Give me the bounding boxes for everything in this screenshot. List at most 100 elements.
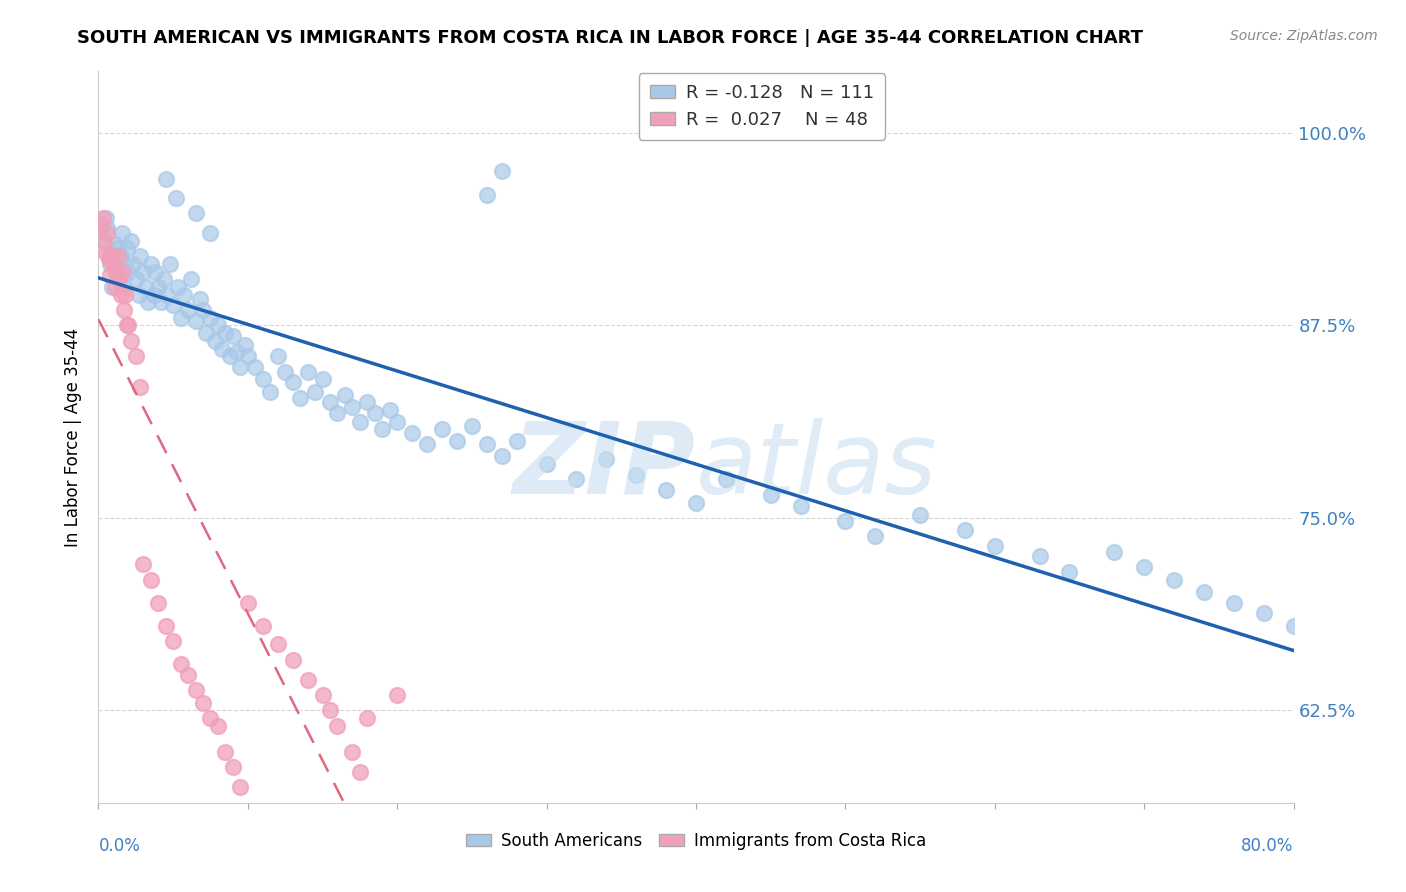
Point bbox=[156, 287, 179, 301]
Point bbox=[385, 416, 409, 430]
Point bbox=[385, 688, 409, 702]
Point bbox=[165, 191, 187, 205]
Point bbox=[446, 434, 468, 448]
Point bbox=[364, 406, 387, 420]
Point bbox=[104, 236, 127, 251]
Point bbox=[177, 303, 200, 318]
Point bbox=[356, 711, 378, 725]
Point bbox=[1223, 596, 1246, 610]
Text: 80.0%: 80.0% bbox=[1241, 837, 1294, 855]
Point bbox=[1163, 573, 1185, 587]
Point bbox=[1059, 565, 1081, 579]
Point bbox=[371, 422, 394, 436]
Point bbox=[132, 264, 155, 278]
Point bbox=[245, 359, 267, 374]
Point bbox=[98, 257, 122, 271]
Point bbox=[191, 696, 214, 710]
Point bbox=[90, 219, 112, 233]
Point bbox=[162, 298, 184, 312]
Point bbox=[252, 372, 274, 386]
Point bbox=[953, 523, 976, 537]
Point bbox=[96, 226, 118, 240]
Point bbox=[297, 673, 319, 687]
Point bbox=[103, 257, 125, 271]
Point bbox=[148, 596, 170, 610]
Point bbox=[349, 764, 371, 779]
Point bbox=[128, 287, 150, 301]
Point bbox=[1104, 545, 1126, 559]
Point bbox=[491, 164, 513, 178]
Point bbox=[129, 249, 152, 263]
Point bbox=[229, 359, 252, 374]
Point bbox=[236, 349, 259, 363]
Point bbox=[342, 745, 364, 759]
Point bbox=[105, 264, 128, 278]
Point bbox=[416, 437, 439, 451]
Point bbox=[148, 280, 170, 294]
Point bbox=[139, 257, 162, 271]
Point bbox=[184, 683, 207, 698]
Point bbox=[789, 499, 811, 513]
Point bbox=[595, 452, 617, 467]
Point bbox=[865, 529, 887, 543]
Text: ZIP: ZIP bbox=[513, 417, 696, 515]
Point bbox=[101, 280, 124, 294]
Point bbox=[207, 719, 229, 733]
Text: Source: ZipAtlas.com: Source: ZipAtlas.com bbox=[1230, 29, 1378, 43]
Point bbox=[281, 376, 304, 390]
Point bbox=[908, 508, 931, 522]
Point bbox=[162, 634, 184, 648]
Point bbox=[214, 745, 236, 759]
Legend: South Americans, Immigrants from Costa Rica: South Americans, Immigrants from Costa R… bbox=[460, 825, 932, 856]
Point bbox=[274, 365, 297, 379]
Point bbox=[112, 303, 135, 318]
Point bbox=[1282, 618, 1305, 632]
Point bbox=[236, 596, 259, 610]
Point bbox=[129, 380, 152, 394]
Point bbox=[125, 349, 148, 363]
Point bbox=[104, 280, 127, 294]
Point bbox=[356, 395, 378, 409]
Point bbox=[1192, 584, 1215, 599]
Point bbox=[319, 395, 342, 409]
Point bbox=[159, 257, 181, 271]
Point bbox=[342, 400, 364, 414]
Point bbox=[117, 264, 139, 278]
Point bbox=[714, 472, 737, 486]
Point bbox=[259, 384, 281, 399]
Point bbox=[169, 657, 191, 672]
Point bbox=[188, 292, 211, 306]
Point bbox=[655, 483, 678, 498]
Point bbox=[108, 272, 131, 286]
Point bbox=[200, 711, 222, 725]
Point bbox=[191, 303, 214, 318]
Point bbox=[685, 495, 707, 509]
Point bbox=[626, 467, 648, 482]
Point bbox=[91, 234, 114, 248]
Point bbox=[214, 326, 236, 340]
Point bbox=[195, 326, 218, 340]
Point bbox=[166, 280, 188, 294]
Point bbox=[110, 287, 132, 301]
Point bbox=[311, 372, 333, 386]
Point bbox=[120, 334, 142, 348]
Point bbox=[125, 272, 148, 286]
Point bbox=[226, 344, 249, 359]
Point bbox=[142, 287, 165, 301]
Text: 0.0%: 0.0% bbox=[98, 837, 141, 855]
Point bbox=[94, 211, 117, 225]
Point bbox=[267, 349, 290, 363]
Point bbox=[173, 287, 195, 301]
Point bbox=[108, 272, 131, 286]
Point bbox=[233, 338, 256, 352]
Point bbox=[461, 418, 484, 433]
Point bbox=[1028, 549, 1050, 564]
Point bbox=[200, 310, 222, 325]
Point bbox=[401, 426, 423, 441]
Point bbox=[475, 187, 498, 202]
Text: atlas: atlas bbox=[696, 417, 938, 515]
Point bbox=[97, 252, 120, 267]
Point bbox=[155, 618, 177, 632]
Point bbox=[1133, 560, 1156, 574]
Point bbox=[111, 226, 134, 240]
